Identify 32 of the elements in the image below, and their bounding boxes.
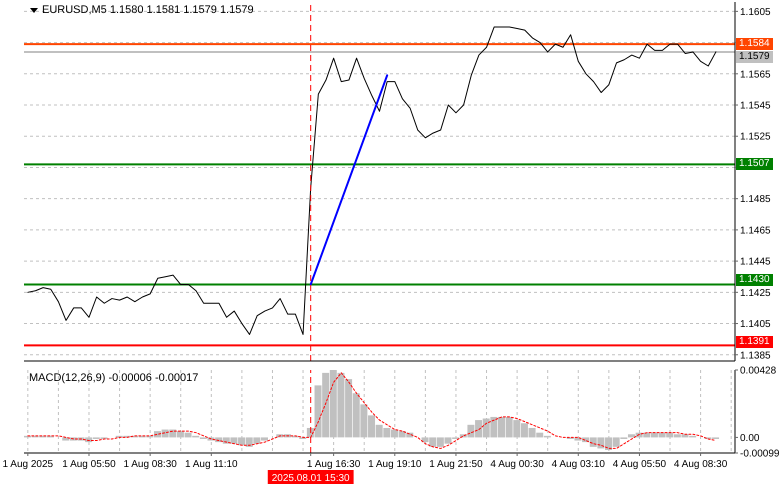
y-tick-label: 1.1405 [740, 319, 772, 330]
x-tick-label: 4 Aug 03:10 [552, 459, 606, 470]
y-tick-label: 1.1565 [740, 69, 772, 80]
y-tick-label: -0.00099 [740, 448, 780, 460]
chart-title: EURUSD,M5 1.1580 1.1581 1.1579 1.1579 [42, 4, 254, 16]
y-tick-label: 1.1425 [740, 288, 772, 299]
y-tick-label: 1.1545 [740, 100, 772, 112]
x-tick-label: 4 Aug 00:30 [490, 459, 544, 470]
y-tick-label: 1.1485 [740, 194, 772, 206]
ref-line-label: 1.1507 [736, 158, 773, 170]
y-tick-label: 0.00 [740, 432, 760, 444]
ref-line-label: 1.1584 [736, 38, 773, 50]
y-tick-label: 1.1445 [740, 256, 772, 268]
ref-line-label: 1.1579 [736, 50, 773, 63]
x-tick-label: 1 Aug 21:50 [429, 459, 484, 470]
x-tick-label: 1 Aug 11:10 [184, 459, 238, 470]
y-tick-label: 1.1385 [740, 350, 772, 362]
x-tick-label: 1 Aug 05:50 [62, 459, 116, 470]
y-tick-label: 1.1525 [740, 132, 772, 143]
y-tick-label: 1.1605 [740, 6, 772, 18]
x-tick-label: 2025.08.01 15:30 [272, 473, 350, 484]
x-tick-label: 4 Aug 08:30 [674, 459, 728, 470]
x-tick-label: 1 Aug 16:30 [306, 459, 361, 470]
x-tick-label: 1 Aug 2025 [2, 459, 54, 470]
x-tick-label: 4 Aug 05:50 [612, 459, 667, 470]
ref-line-label: 1.1430 [736, 274, 773, 286]
chart-title: MACD(12,26,9) -0.00006 -0.00017 [29, 372, 198, 384]
x-tick-label: 1 Aug 08:30 [123, 459, 178, 470]
x-tick-label: 1 Aug 19:10 [368, 459, 422, 470]
y-tick-label: 0.00428 [740, 366, 777, 376]
y-tick-label: 1.1465 [740, 225, 772, 236]
ref-line-label: 1.1391 [736, 336, 773, 348]
